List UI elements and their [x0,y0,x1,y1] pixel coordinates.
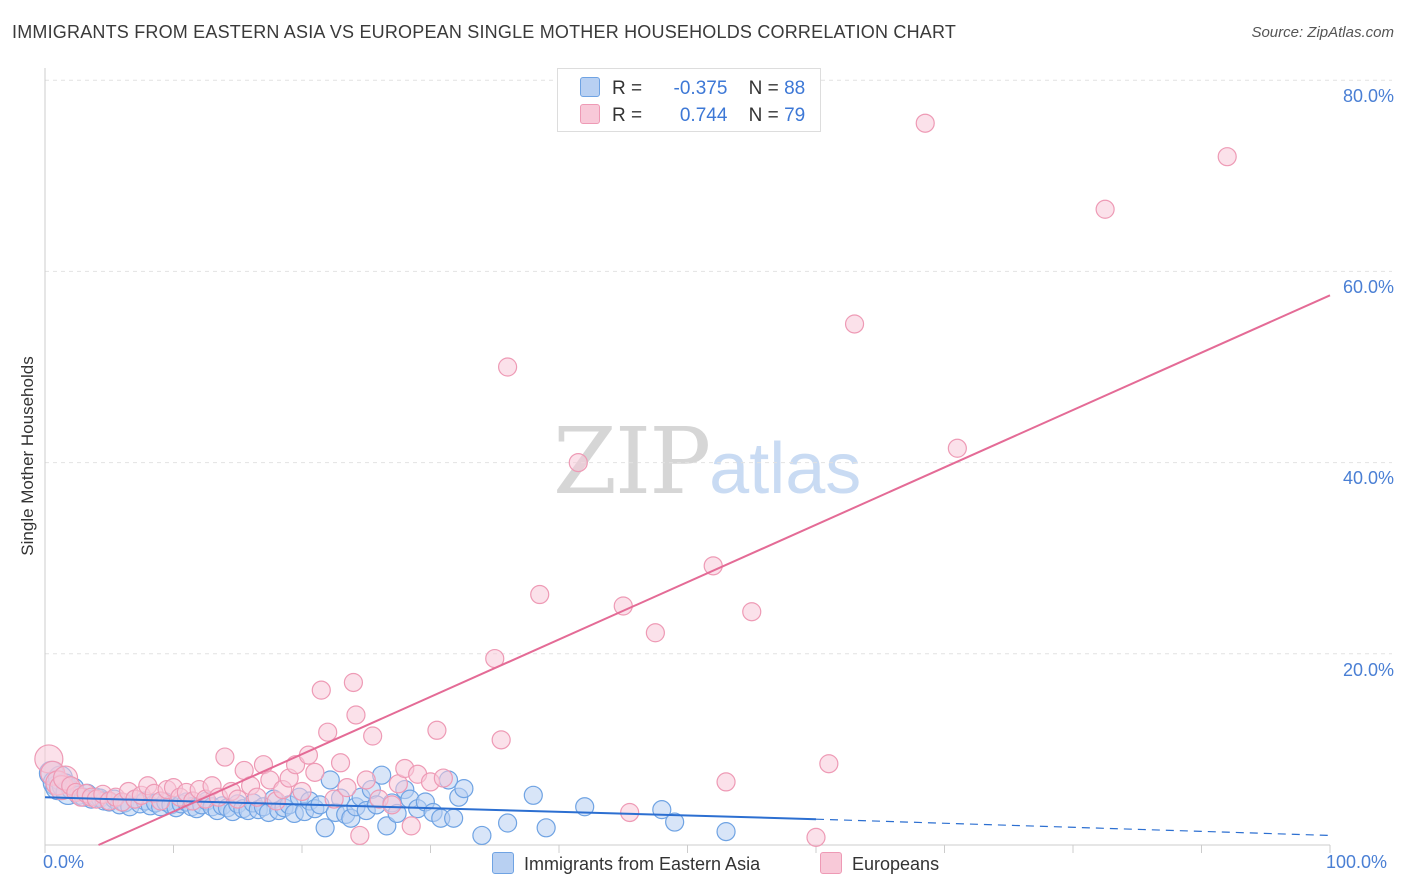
correlation-legend: R = -0.375 N = 88 R = 0.744 N = 79 [557,68,821,132]
watermark-atlas: atlas [709,429,862,509]
data-point-europeans [613,596,633,616]
data-point-europeans [305,762,325,782]
data-point-europeans [491,730,511,750]
trend-line-europeans [98,294,1331,846]
legend-n-value: 88 [784,78,806,99]
data-point-europeans [292,781,312,802]
data-point-europeans [716,772,736,792]
data-point-europeans [215,747,235,767]
data-point-europeans [915,113,935,133]
data-point-europeans [318,722,338,742]
legend-n-label: N = [748,105,779,126]
data-point-europeans [1217,147,1237,167]
data-point-europeans [330,753,351,773]
data-point-eastern-asia [320,770,340,790]
data-point-europeans [568,453,588,473]
series-legend-eastern-asia[interactable]: Immigrants from Eastern Asia [492,852,760,875]
data-point-europeans [350,825,370,846]
legend-swatch-pink [580,104,600,124]
data-point-europeans [433,768,453,788]
data-point-europeans [703,556,723,576]
data-point-europeans [356,770,376,790]
y-tick-label: 60.0% [1342,277,1394,297]
data-point-eastern-asia [665,812,685,832]
legend-r-value: -0.375 [673,78,728,99]
data-point-europeans [382,795,402,815]
data-point-europeans [363,726,383,746]
legend-swatch-blue [580,77,600,97]
legend-r-value: 0.744 [679,105,728,126]
trend-line-eastern-asia [44,796,817,821]
series-name: Europeans [852,854,940,874]
x-tick-label: 0.0% [43,852,85,872]
data-point-europeans [337,778,357,798]
data-point-europeans [311,680,331,700]
data-point-europeans [285,755,306,775]
series-name: Immigrants from Eastern Asia [524,854,761,874]
data-point-europeans [530,584,550,605]
legend-row-europeans: R = 0.744 N = 79 [580,104,805,127]
data-point-europeans [260,770,280,790]
data-point-eastern-asia [716,822,736,842]
data-point-europeans [620,802,640,823]
data-point-europeans [1095,199,1115,219]
data-point-europeans [228,789,248,809]
data-point-eastern-asia [454,778,474,799]
data-point-europeans [247,787,267,807]
series-legend-europeans[interactable]: Europeans [820,852,939,875]
data-point-eastern-asia [523,785,543,805]
data-point-eastern-asia [536,818,556,838]
data-point-europeans [427,720,447,740]
data-point-eastern-asia [472,825,492,846]
data-point-europeans [346,705,366,725]
data-point-europeans [401,816,421,836]
data-point-europeans [844,314,865,334]
data-point-eastern-asia [315,818,335,838]
y-tick-label: 80.0% [1342,86,1394,106]
data-point-europeans [947,438,967,458]
y-tick-label: 40.0% [1342,468,1394,488]
data-point-eastern-asia [444,808,464,828]
legend-swatch-pink [820,852,842,874]
legend-swatch-blue [492,852,514,874]
data-point-europeans [498,357,518,377]
data-point-europeans [645,623,665,643]
data-point-europeans [806,827,826,847]
legend-n-label: N = [748,78,779,99]
data-point-europeans [742,602,762,622]
legend-r-label: R = [612,78,643,99]
y-tick-label: 20.0% [1342,660,1394,680]
source-label[interactable]: Source: ZipAtlas.com [1251,24,1394,41]
legend-n-value: 79 [784,105,806,126]
data-point-eastern-asia [377,816,397,836]
legend-row-eastern-asia: R = -0.375 N = 88 [580,77,805,100]
data-point-eastern-asia [575,797,595,817]
data-point-europeans [819,754,839,774]
legend-r-label: R = [612,105,643,126]
data-point-europeans [343,672,363,693]
chart-title: IMMIGRANTS FROM EASTERN ASIA VS EUROPEAN… [12,22,957,42]
trend-line-eastern-asia-extension [815,818,1331,837]
data-point-eastern-asia [498,813,518,833]
data-point-europeans [324,789,344,809]
x-tick-label: 100.0% [1326,852,1388,872]
